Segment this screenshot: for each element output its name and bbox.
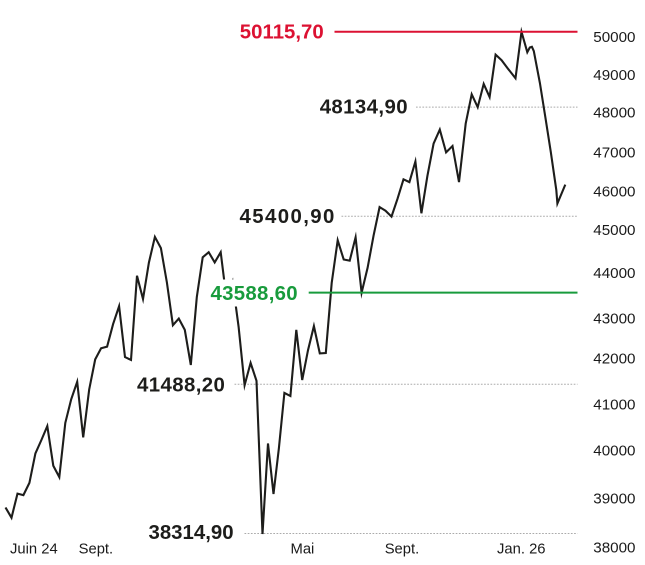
svg-text:45000: 45000	[593, 222, 635, 239]
svg-text:50000: 50000	[593, 29, 635, 46]
svg-text:Sept.: Sept.	[385, 542, 420, 558]
svg-text:42000: 42000	[593, 350, 635, 367]
svg-text:Sept.: Sept.	[79, 542, 114, 558]
svg-text:45400,90: 45400,90	[240, 206, 336, 228]
svg-text:41000: 41000	[593, 397, 635, 414]
svg-text:46000: 46000	[593, 184, 635, 201]
svg-text:40000: 40000	[593, 443, 635, 460]
svg-text:48134,90: 48134,90	[320, 97, 408, 119]
svg-text:38000: 38000	[593, 539, 635, 556]
svg-text:43588,60: 43588,60	[211, 283, 298, 305]
svg-text:39000: 39000	[593, 490, 635, 507]
svg-text:Mai: Mai	[291, 542, 315, 558]
svg-text:47000: 47000	[593, 145, 635, 162]
svg-text:41488,20: 41488,20	[137, 374, 225, 396]
svg-text:50115,70: 50115,70	[240, 21, 324, 43]
svg-text:Jan. 26: Jan. 26	[497, 542, 546, 558]
svg-text:48000: 48000	[593, 105, 635, 122]
svg-text:Juin 24: Juin 24	[10, 542, 58, 558]
svg-text:49000: 49000	[593, 67, 635, 84]
svg-text:43000: 43000	[593, 311, 635, 328]
svg-text:44000: 44000	[593, 265, 635, 282]
svg-text:38314,90: 38314,90	[149, 522, 234, 544]
